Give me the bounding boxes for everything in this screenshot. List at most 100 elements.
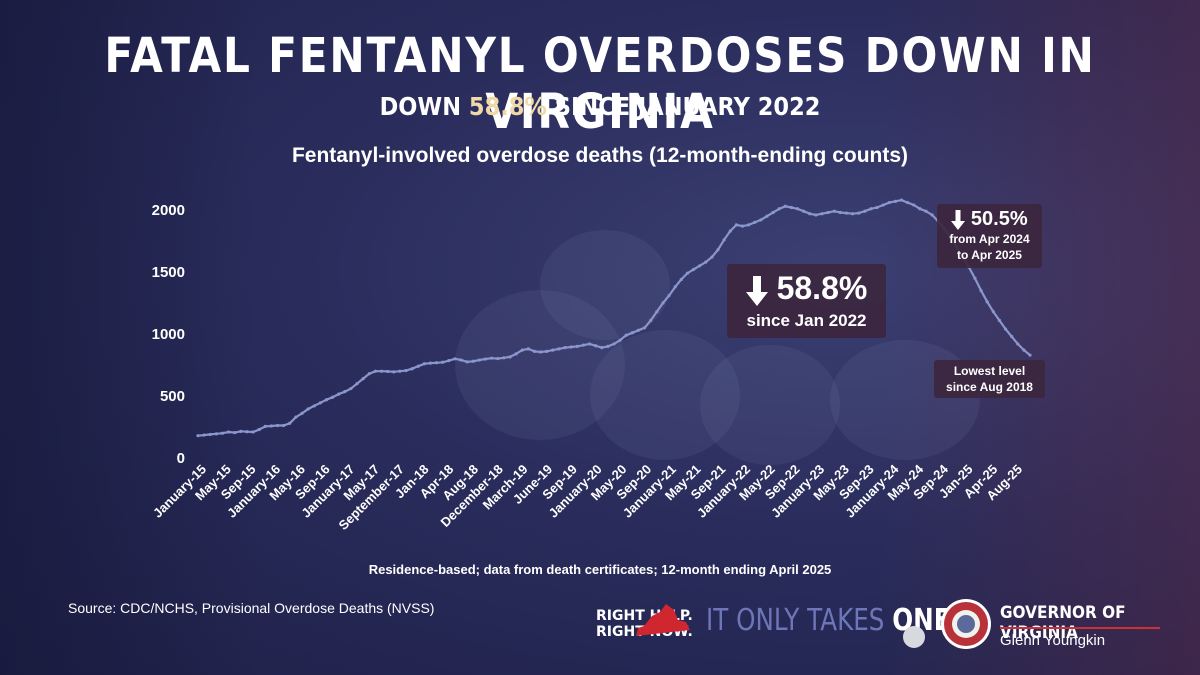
callout-big-text: since Jan 2022 [746, 311, 867, 330]
data-point [844, 211, 849, 215]
data-point [716, 248, 720, 252]
data-point [857, 211, 861, 215]
data-point [893, 199, 898, 203]
data-point [777, 207, 781, 211]
data-point [251, 430, 255, 434]
data-point [367, 372, 371, 376]
page-title: FATAL FENTANYL OVERDOSES DOWN IN VIRGINI… [104, 28, 1096, 140]
data-point [245, 430, 249, 434]
chart-title: Fentanyl-involved overdose deaths (12-mo… [291, 144, 909, 167]
y-tick-label: 2000 [152, 202, 185, 219]
callout-apr-2024-2025: 50.5% from Apr 2024 to Apr 2025 [937, 204, 1042, 268]
data-point [802, 209, 806, 213]
data-point [306, 407, 310, 411]
callout-low-text1: Lowest level [953, 364, 1026, 378]
data-point [483, 357, 488, 361]
background-pill-shape [455, 290, 625, 440]
data-point [496, 356, 500, 361]
data-point [869, 207, 873, 211]
data-point [1010, 334, 1014, 339]
callout-small-text1: from Apr 2024 [949, 232, 1030, 246]
data-point [863, 209, 867, 213]
data-point [759, 218, 763, 222]
callout-lowest-level: Lowest level since Aug 2018 [934, 360, 1045, 398]
data-point [808, 212, 812, 216]
data-point [838, 210, 842, 215]
data-point [600, 346, 604, 350]
down-arrow-icon [951, 209, 966, 230]
data-point [753, 220, 757, 224]
data-point [624, 333, 628, 337]
data-point [373, 369, 378, 373]
governor-divider [1000, 627, 1160, 629]
data-point [441, 360, 445, 364]
data-point [422, 362, 426, 366]
data-point [569, 345, 573, 349]
series-line [197, 198, 1031, 437]
data-point [612, 342, 616, 346]
data-point [728, 229, 732, 233]
data-point [771, 210, 775, 215]
data-point [912, 203, 916, 207]
data-point [704, 260, 708, 264]
data-point [918, 207, 922, 211]
data-point [734, 223, 738, 227]
data-point [318, 401, 322, 405]
data-point [343, 390, 347, 394]
data-point [226, 430, 231, 434]
virginia-map-icon [636, 604, 690, 636]
virginia-seal-icon [941, 599, 991, 649]
data-point [698, 264, 702, 268]
y-tick-label: 1000 [152, 326, 185, 343]
data-point [667, 293, 671, 298]
data-point [263, 424, 267, 428]
background-shade-left [0, 0, 260, 675]
data-point [979, 289, 983, 293]
data-point [991, 310, 995, 314]
data-point [1016, 342, 1020, 346]
data-point [795, 207, 800, 211]
data-point [355, 382, 359, 386]
subtitle-suffix: SINCE JANUARY 2022 [546, 92, 821, 121]
data-point [722, 238, 726, 242]
data-point [563, 346, 567, 350]
data-point [465, 360, 469, 364]
data-point [520, 348, 524, 352]
data-point [826, 210, 830, 215]
data-point [349, 386, 353, 391]
data-point [233, 430, 237, 435]
data-point [655, 310, 659, 314]
source-text: Source: CDC/NCHS, Provisional Overdose D… [68, 600, 435, 616]
data-point [850, 212, 855, 216]
data-point [545, 349, 549, 353]
data-point [924, 209, 928, 213]
series-points [196, 198, 1032, 438]
data-point [740, 224, 745, 228]
background-pill-shape [590, 330, 740, 460]
data-point [1003, 327, 1008, 331]
data-point [997, 318, 1002, 322]
data-point [1028, 353, 1032, 357]
y-axis-ticks: 0 500 1000 1500 2000 [152, 202, 185, 467]
callout-low-text2: since Aug 2018 [946, 380, 1033, 394]
data-point [300, 411, 304, 415]
data-point [398, 369, 402, 373]
callout-small-pct: 50.5% [970, 208, 1028, 230]
data-point [526, 347, 530, 351]
y-tick-label: 0 [177, 450, 185, 467]
data-point [630, 331, 634, 335]
data-point [538, 350, 543, 354]
data-point [416, 364, 420, 368]
data-point [275, 423, 280, 428]
data-point [973, 276, 977, 280]
data-point [661, 301, 665, 305]
down-arrow-icon [745, 275, 768, 306]
data-point [532, 349, 537, 353]
data-point [783, 204, 787, 208]
data-point [685, 271, 690, 275]
data-point [428, 361, 433, 365]
data-point [288, 421, 292, 425]
data-point [985, 300, 989, 304]
data-point [434, 361, 439, 365]
data-point [202, 433, 206, 437]
